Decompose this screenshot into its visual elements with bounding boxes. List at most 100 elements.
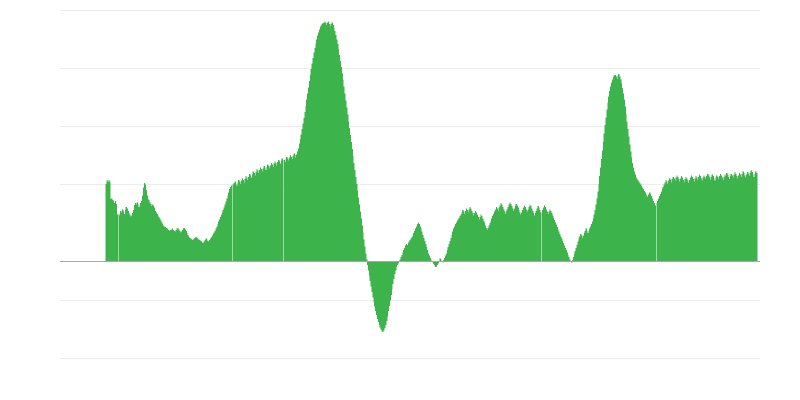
bar bbox=[578, 238, 580, 261]
bar bbox=[599, 176, 601, 261]
bar bbox=[522, 207, 525, 261]
bar bbox=[567, 254, 569, 261]
bar bbox=[305, 105, 307, 261]
bar bbox=[449, 240, 451, 261]
bar bbox=[530, 206, 532, 261]
bar bbox=[696, 177, 698, 261]
bar bbox=[244, 179, 246, 261]
bar bbox=[329, 26, 332, 262]
bar bbox=[182, 228, 185, 261]
bar bbox=[156, 213, 158, 261]
bar bbox=[480, 214, 482, 261]
bar bbox=[514, 206, 517, 261]
bar bbox=[732, 177, 734, 261]
bar bbox=[143, 183, 146, 261]
bar bbox=[433, 261, 435, 265]
bar bbox=[211, 235, 214, 261]
bar bbox=[220, 214, 223, 261]
bar bbox=[542, 207, 545, 261]
bar bbox=[650, 196, 653, 261]
bar bbox=[606, 109, 608, 261]
bar bbox=[529, 204, 531, 261]
bar bbox=[603, 133, 605, 261]
bar bbox=[616, 78, 618, 261]
bar bbox=[667, 183, 669, 261]
bar bbox=[322, 23, 324, 261]
bar bbox=[229, 189, 231, 261]
bar bbox=[548, 211, 550, 261]
bar bbox=[108, 179, 110, 261]
bar bbox=[325, 23, 327, 261]
bar bbox=[235, 183, 237, 261]
bar bbox=[577, 241, 579, 261]
bar bbox=[389, 261, 391, 301]
bar bbox=[353, 162, 355, 261]
bar bbox=[743, 172, 745, 261]
bar bbox=[470, 208, 472, 261]
bar bbox=[202, 243, 205, 261]
bar bbox=[413, 233, 415, 261]
bar bbox=[457, 219, 459, 261]
bar bbox=[489, 223, 491, 261]
bar bbox=[123, 213, 126, 261]
bar bbox=[501, 204, 503, 261]
bar bbox=[240, 180, 243, 261]
bar bbox=[195, 237, 197, 261]
bar bbox=[561, 240, 564, 261]
bar bbox=[234, 181, 236, 261]
bar bbox=[465, 208, 468, 261]
bar bbox=[531, 208, 533, 261]
bar bbox=[678, 181, 681, 261]
bar bbox=[214, 230, 216, 261]
bar bbox=[658, 198, 660, 261]
bar bbox=[239, 181, 241, 261]
bar bbox=[264, 167, 266, 261]
bar bbox=[600, 167, 602, 261]
bar bbox=[133, 205, 136, 261]
bar bbox=[756, 172, 758, 261]
bar bbox=[273, 163, 275, 261]
bar bbox=[572, 257, 575, 261]
bar bbox=[543, 205, 546, 261]
bar bbox=[506, 209, 508, 261]
bar bbox=[171, 228, 174, 261]
bar bbox=[383, 261, 385, 331]
bar bbox=[693, 181, 695, 261]
bar bbox=[486, 230, 488, 261]
bar bbox=[503, 209, 505, 261]
bar bbox=[586, 230, 588, 261]
bar bbox=[637, 179, 639, 261]
bar bbox=[380, 261, 382, 330]
bar bbox=[505, 211, 507, 261]
bar bbox=[228, 192, 230, 261]
bar bbox=[436, 261, 439, 265]
bar bbox=[466, 210, 468, 261]
bar bbox=[105, 183, 107, 261]
bar bbox=[703, 175, 705, 261]
bar bbox=[640, 186, 643, 261]
bar bbox=[267, 164, 269, 261]
bar bbox=[681, 177, 683, 261]
bar bbox=[516, 205, 518, 261]
bar bbox=[230, 185, 233, 261]
bar bbox=[337, 44, 339, 261]
bar bbox=[423, 237, 425, 261]
bar bbox=[467, 212, 469, 261]
bar bbox=[687, 180, 689, 261]
bar bbox=[412, 235, 414, 261]
bar bbox=[356, 190, 359, 261]
bar bbox=[227, 195, 229, 261]
bar bbox=[119, 215, 121, 261]
bars-group bbox=[105, 21, 758, 333]
bar bbox=[190, 239, 193, 261]
bar bbox=[304, 112, 306, 261]
bar bbox=[496, 208, 498, 261]
bar bbox=[647, 196, 649, 261]
bar bbox=[473, 213, 476, 261]
bar bbox=[217, 223, 219, 261]
bar bbox=[481, 216, 483, 261]
bar bbox=[663, 184, 665, 261]
bar bbox=[707, 173, 709, 261]
bar bbox=[479, 217, 481, 261]
bar bbox=[344, 93, 346, 261]
